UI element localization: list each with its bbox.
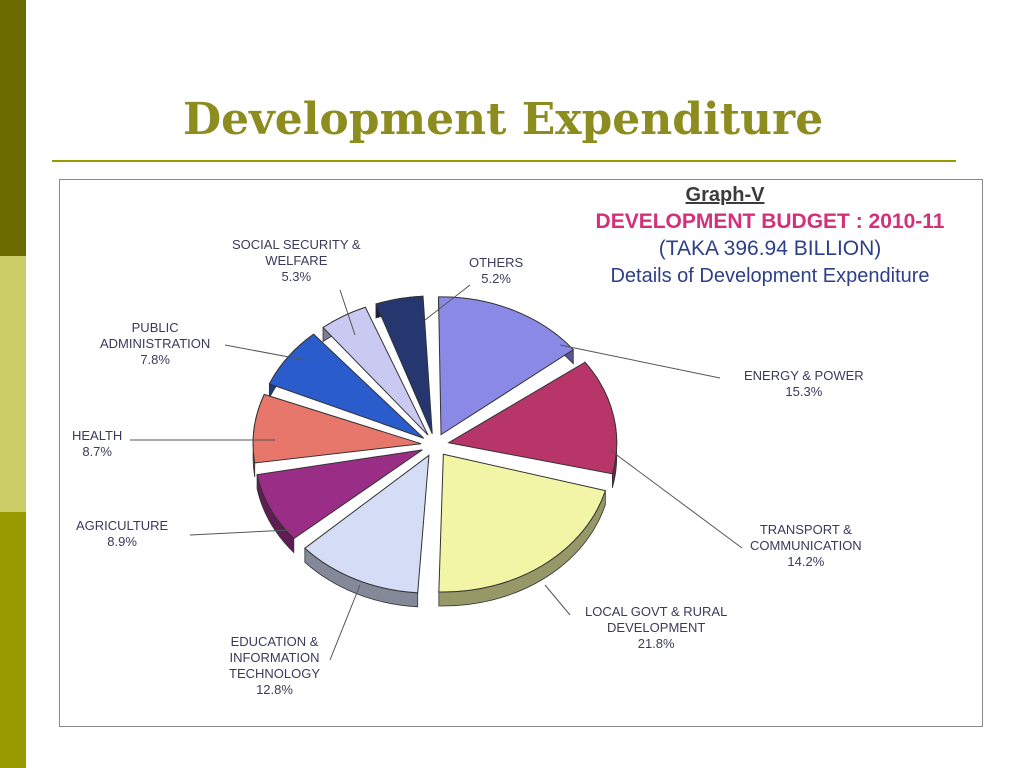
slice-label-line: TECHNOLOGY [229,666,321,681]
slice-label-line: TRANSPORT & [759,522,852,537]
slice-label-line: ENERGY & POWER [744,368,864,383]
slice-label-line: HEALTH [72,428,123,443]
slice-label: HEALTH 8.7% [72,428,122,460]
slice-value-label: 14.2% [787,554,825,569]
chart-caption: Details of Development Expenditure [610,265,930,287]
slice-value-label: 5.2% [481,271,511,286]
leader-line [329,584,361,661]
slice-label-line: AGRICULTURE [76,518,169,533]
pie-slice [252,393,422,464]
slice-label-line: SOCIAL SECURITY & [232,237,361,252]
pie-slice [375,295,433,434]
slice-label-line: COMMUNICATION [750,538,862,553]
slide-title: Development Expenditure [183,94,824,145]
pie-slice [438,453,606,593]
leader-line [609,449,743,549]
slice-label-line: ADMINISTRATION [100,336,211,351]
slice-label-line: WELFARE [265,253,328,268]
title-divider [52,160,956,162]
pie-slice [438,296,575,436]
slice-value-label: 5.3% [281,269,312,284]
chart-subtitle: (TAKA 396.94 BILLION) [658,237,882,260]
chart-title: DEVELOPMENT BUDGET : 2010-11 [595,210,945,233]
leader-line [544,584,571,616]
slice-label: LOCAL GOVT & RURAL DEVELOPMENT 21.8% [585,604,727,652]
slice-label-line: OTHERS [469,255,524,270]
slice-label-line: LOCAL GOVT & RURAL [585,604,728,619]
leader-line [559,344,721,379]
accent-bar-bottom [0,512,26,768]
slice-value-label: 21.8% [637,636,675,651]
slice-value-label: 8.9% [107,534,137,549]
accent-bar-top [0,0,26,256]
slice-value-label: 8.7% [82,444,112,459]
slice-value-label: 7.8% [140,352,170,367]
leader-line [189,529,291,536]
slice-label-line: INFORMATION [229,650,320,665]
accent-bar-middle [0,256,26,512]
slice-label: AGRICULTURE 8.9% [76,518,168,550]
slice-label: TRANSPORT & COMMUNICATION 14.2% [750,522,862,570]
pie-slice [322,306,429,436]
slice-label: ENERGY & POWER 15.3% [744,368,864,400]
slice-label: PUBLIC ADMINISTRATION 7.8% [100,320,210,368]
slice-label-line: DEVELOPMENT [607,620,706,635]
slice-value-label: 12.8% [256,682,293,697]
graph-label: Graph-V [685,184,765,206]
leader-line [424,284,471,321]
slice-label: SOCIAL SECURITY & WELFARE 5.3% [232,237,361,285]
slice-label-line: EDUCATION & [230,634,319,649]
pie-slice [256,449,423,540]
pie-slice [447,361,618,475]
slice-label-line: PUBLIC [131,320,179,335]
slice-label: EDUCATION & INFORMATION TECHNOLOGY 12.8% [229,634,320,698]
leader-line [339,289,356,336]
leader-line [224,344,306,361]
slice-value-label: 15.3% [785,384,823,399]
slice-label: OTHERS 5.2% [469,255,523,287]
pie-slice [304,454,430,594]
